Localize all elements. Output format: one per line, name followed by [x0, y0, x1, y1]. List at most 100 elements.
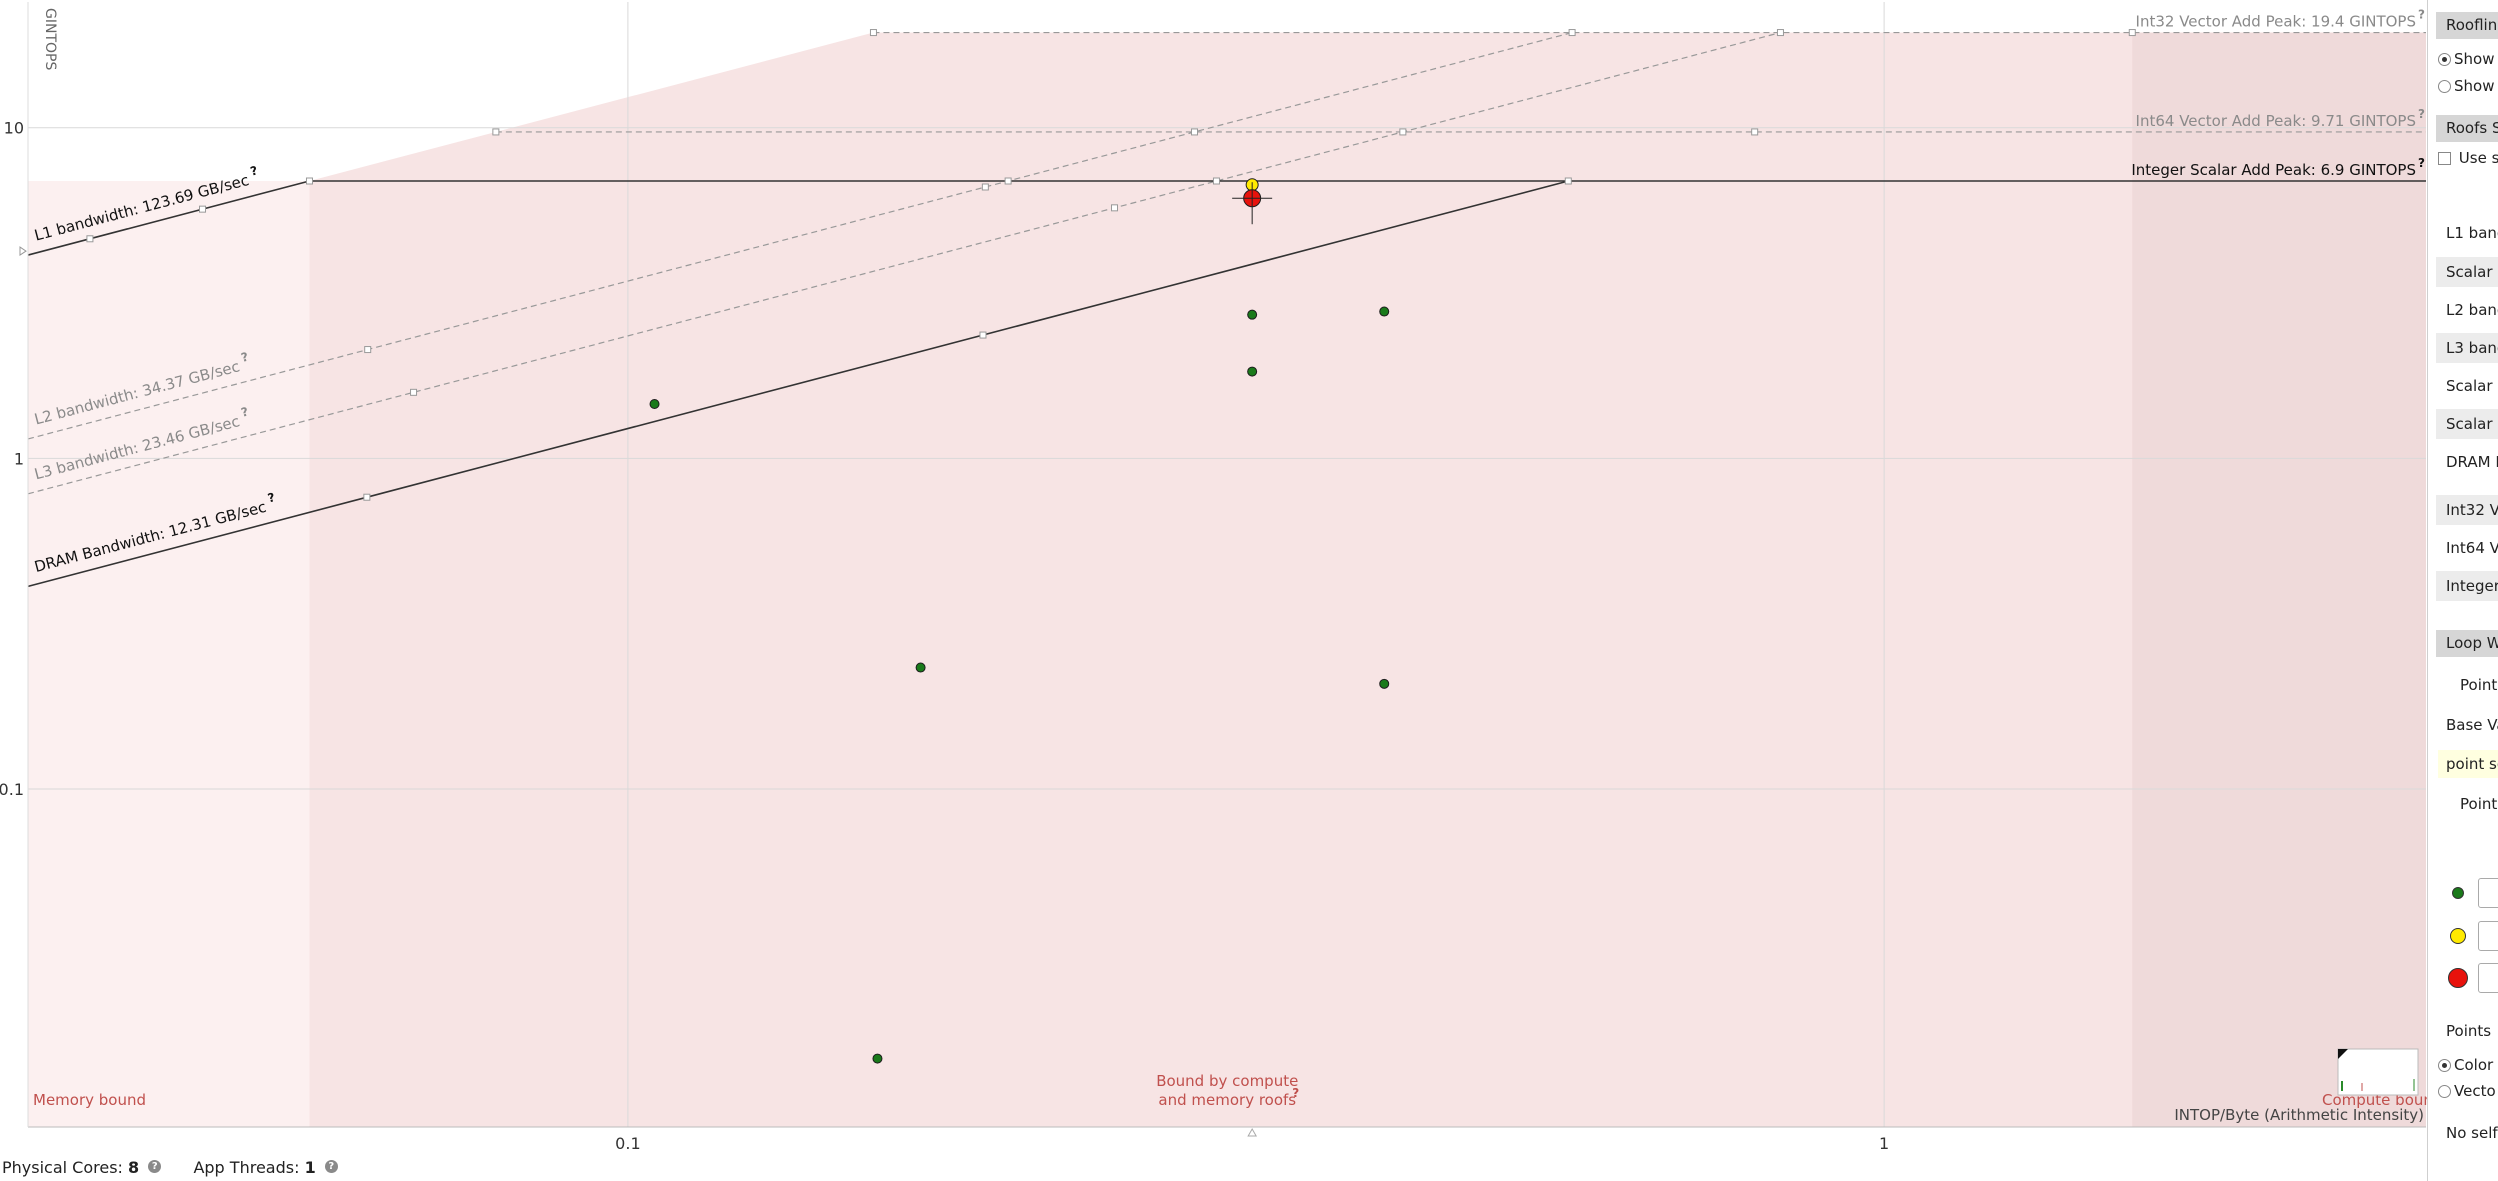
roof-handle[interactable]: [2128, 29, 2136, 37]
roof-handle[interactable]: [1212, 177, 1220, 185]
memory-bound-region: [28, 180, 310, 1127]
data-point-green[interactable]: [1379, 306, 1390, 317]
green-point-swatch: [2452, 887, 2464, 899]
yellow-point-size-input[interactable]: [2478, 921, 2498, 951]
roof-handle[interactable]: [364, 346, 372, 354]
data-point-green[interactable]: [1247, 366, 1258, 377]
x-axis-label: INTOP/Byte (Arithmetic Intensity): [2174, 1106, 2424, 1124]
help-marker: ?: [1292, 1086, 1299, 1100]
help-icon[interactable]: ?: [148, 1160, 162, 1173]
roof-row-integer-scalar[interactable]: Integer S: [2436, 571, 2498, 601]
compute-roof-integer-scalar-add-peak-label: Integer Scalar Add Peak: 6.9 GINTOPS: [2131, 161, 2416, 179]
memory-roof-l3-bandwidth[interactable]: [27, 31, 1781, 495]
compute-bound-region: [2132, 32, 2426, 1127]
color-mode-label: Color: [2454, 1056, 2494, 1074]
scale-column-label: S: [2488, 832, 2498, 862]
show-option-radio-1[interactable]: Show: [2438, 48, 2498, 70]
data-point-green[interactable]: [1379, 678, 1390, 689]
radio-unselected-icon: [2438, 80, 2451, 93]
red-point-size-input[interactable]: [2478, 963, 2498, 993]
data-point-green[interactable]: [649, 399, 660, 410]
roof-handle[interactable]: [1004, 177, 1012, 185]
roof-handle[interactable]: [410, 388, 418, 396]
yellow-point-swatch: [2450, 928, 2466, 944]
memory-roof-dram-bandwidth[interactable]: [27, 180, 1569, 588]
roof-row-int64-vector[interactable]: Int64 Ve: [2446, 539, 2498, 557]
y-tick-label: 0.1: [0, 780, 24, 799]
roof-handle[interactable]: [363, 493, 371, 501]
points-section-label: Points: [2446, 1022, 2492, 1040]
y-tick-label: 1: [14, 449, 24, 468]
roofs-section-header[interactable]: Roofs S: [2436, 115, 2498, 142]
vector-mode-label: Vecto: [2454, 1082, 2496, 1100]
roof-handle[interactable]: [1568, 29, 1576, 37]
compute-and-memory-bound-label: Bound by compute: [1156, 1072, 1298, 1090]
roof-row-scalar-l2[interactable]: Scalar L: [2446, 377, 2498, 395]
roof-row-scalar-l1[interactable]: Scalar L1: [2436, 257, 2498, 287]
vector-mode-radio[interactable]: Vecto: [2438, 1080, 2498, 1102]
physical-cores-value: 8: [128, 1158, 140, 1177]
help-marker: ?: [266, 490, 276, 505]
roof-handle[interactable]: [1111, 204, 1119, 212]
checkbox-icon: [2438, 152, 2451, 165]
roof-handle[interactable]: [1399, 128, 1407, 136]
footer-status: Physical Cores: 8 ? App Threads: 1 ?: [2, 1157, 338, 1179]
roof-handle[interactable]: [86, 235, 94, 243]
memory-bound-label: Memory bound: [33, 1091, 146, 1109]
help-marker: ?: [2418, 156, 2425, 170]
memory-roof-l2-bandwidth[interactable]: [27, 31, 1573, 440]
data-point-green[interactable]: [1247, 309, 1258, 320]
roof-handle[interactable]: [1776, 29, 1784, 37]
memory-roof-l1-bandwidth[interactable]: [27, 180, 310, 256]
roof-row-l2[interactable]: L2 band: [2446, 301, 2498, 319]
roof-handle[interactable]: [1191, 128, 1199, 136]
show-option-label-1: Show: [2454, 50, 2495, 68]
roof-handle[interactable]: [979, 331, 987, 339]
roofline-settings-panel: Rooflin Show Show Roofs S Use s L1 bandw…: [2427, 0, 2498, 1181]
roof-handle[interactable]: [869, 29, 877, 37]
y-axis-label: GINTOPS: [42, 8, 58, 70]
roof-handle[interactable]: [492, 128, 500, 136]
color-mode-radio[interactable]: Color: [2438, 1054, 2498, 1076]
radio-selected-icon: [2438, 1059, 2451, 1072]
use-checkbox-label: Use s: [2458, 149, 2498, 167]
roof-row-l3[interactable]: L3 band: [2436, 333, 2498, 363]
help-marker: ?: [240, 350, 250, 365]
point-weight-label-1: Point V: [2460, 676, 2498, 694]
roof-handle[interactable]: [981, 183, 989, 191]
show-option-radio-2[interactable]: Show: [2438, 75, 2498, 97]
roof-handle[interactable]: [305, 177, 313, 185]
data-point-green[interactable]: [872, 1053, 883, 1064]
point-selection-note: point se: [2438, 750, 2498, 778]
help-icon[interactable]: ?: [324, 1160, 338, 1173]
y-tick-label: 10: [4, 119, 24, 138]
no-self-time-label: No self: [2446, 1124, 2498, 1142]
compute-and-memory-bound-label-line2: and memory roofs: [1158, 1091, 1296, 1109]
roof-handle[interactable]: [1751, 128, 1759, 136]
minimap[interactable]: [2337, 1048, 2419, 1096]
roof-row-l1[interactable]: L1 bandw: [2446, 224, 2498, 242]
radio-selected-icon: [2438, 53, 2451, 66]
roof-row-dram[interactable]: DRAM B: [2446, 453, 2498, 471]
use-single-threaded-checkbox[interactable]: Use s: [2438, 147, 2498, 169]
roof-row-int32-vector[interactable]: Int32 Ve: [2436, 495, 2498, 525]
roof-scroll-arrow-icon: [19, 246, 27, 257]
point-weight-label-2: Point V: [2460, 795, 2498, 813]
bound-region: [28, 32, 2426, 1127]
compute-roof-int32-vector-add-peak-label: Int32 Vector Add Peak: 19.4 GINTOPS: [2136, 13, 2416, 31]
green-point-size-input[interactable]: [2478, 878, 2498, 908]
loop-weight-section-header[interactable]: Loop W: [2436, 630, 2498, 657]
data-point-green[interactable]: [915, 662, 926, 673]
help-marker: ?: [2418, 107, 2425, 121]
roofline-chart[interactable]: 0.1 1 10 1 0.1 GINTOPS INTOP/Byte (Arithmetic …: [0, 0, 2427, 1181]
x-tick-label: 1: [1879, 1134, 1889, 1153]
roof-handle[interactable]: [199, 205, 207, 213]
roof-handle[interactable]: [1564, 177, 1572, 185]
physical-cores-label: Physical Cores:: [2, 1158, 123, 1177]
roofline-section-header[interactable]: Rooflin: [2436, 12, 2498, 39]
roof-row-scalar-l3[interactable]: Scalar L: [2436, 409, 2498, 439]
help-marker: ?: [249, 163, 259, 178]
compute-roof-int64-vector-add-peak-label: Int64 Vector Add Peak: 9.71 GINTOPS: [2136, 112, 2416, 130]
show-option-label-2: Show: [2454, 77, 2495, 95]
red-point-swatch: [2448, 968, 2468, 988]
